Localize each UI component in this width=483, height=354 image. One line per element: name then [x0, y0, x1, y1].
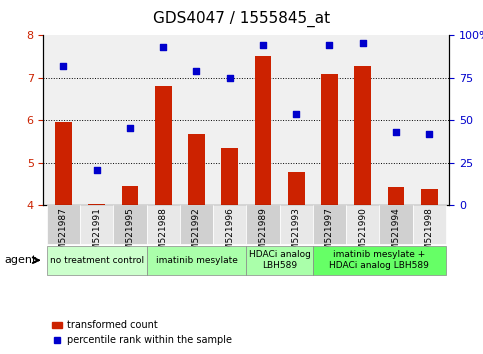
Text: GSM521995: GSM521995: [126, 207, 134, 262]
Text: GSM521996: GSM521996: [225, 207, 234, 262]
Text: imatinib mesylate: imatinib mesylate: [156, 256, 237, 265]
Point: [359, 40, 367, 46]
FancyBboxPatch shape: [313, 246, 446, 275]
FancyBboxPatch shape: [346, 205, 379, 244]
Text: GSM521992: GSM521992: [192, 207, 201, 262]
Text: GSM521998: GSM521998: [425, 207, 434, 262]
Bar: [388, 188, 404, 205]
FancyBboxPatch shape: [146, 205, 180, 244]
Bar: [221, 148, 238, 205]
Bar: [155, 86, 171, 205]
Text: no treatment control: no treatment control: [50, 256, 144, 265]
Bar: [188, 134, 205, 205]
Text: GSM521994: GSM521994: [392, 207, 400, 262]
Point: [59, 64, 67, 69]
Bar: [288, 172, 304, 205]
Text: GSM521993: GSM521993: [292, 207, 301, 262]
Point: [426, 131, 433, 137]
Text: GSM521988: GSM521988: [159, 207, 168, 262]
FancyBboxPatch shape: [246, 246, 313, 275]
Point: [226, 75, 234, 81]
Bar: [355, 66, 371, 205]
Text: GSM521991: GSM521991: [92, 207, 101, 262]
FancyBboxPatch shape: [47, 246, 146, 275]
Point: [159, 45, 167, 50]
FancyBboxPatch shape: [313, 205, 346, 244]
FancyBboxPatch shape: [246, 205, 280, 244]
Point: [326, 42, 333, 47]
Bar: [321, 74, 338, 205]
Bar: [255, 56, 271, 205]
FancyBboxPatch shape: [80, 205, 114, 244]
Legend: transformed count, percentile rank within the sample: transformed count, percentile rank withi…: [48, 316, 236, 349]
FancyBboxPatch shape: [47, 205, 80, 244]
Text: GSM521987: GSM521987: [59, 207, 68, 262]
Text: GSM521997: GSM521997: [325, 207, 334, 262]
Point: [259, 42, 267, 47]
Text: HDACi analog
LBH589: HDACi analog LBH589: [249, 251, 311, 270]
Point: [93, 168, 100, 173]
Point: [292, 111, 300, 117]
FancyBboxPatch shape: [379, 205, 412, 244]
Text: GDS4047 / 1555845_at: GDS4047 / 1555845_at: [153, 11, 330, 27]
Text: imatinib mesylate +
HDACi analog LBH589: imatinib mesylate + HDACi analog LBH589: [329, 251, 429, 270]
Point: [193, 68, 200, 74]
FancyBboxPatch shape: [213, 205, 246, 244]
Text: GSM521990: GSM521990: [358, 207, 367, 262]
Bar: [421, 189, 438, 205]
FancyBboxPatch shape: [412, 205, 446, 244]
FancyBboxPatch shape: [280, 205, 313, 244]
Text: GSM521989: GSM521989: [258, 207, 268, 262]
FancyBboxPatch shape: [146, 246, 246, 275]
Bar: [55, 122, 72, 205]
FancyBboxPatch shape: [180, 205, 213, 244]
Point: [392, 130, 400, 135]
Text: agent: agent: [5, 255, 37, 265]
Point: [126, 125, 134, 131]
Bar: [122, 186, 138, 205]
FancyBboxPatch shape: [114, 205, 146, 244]
